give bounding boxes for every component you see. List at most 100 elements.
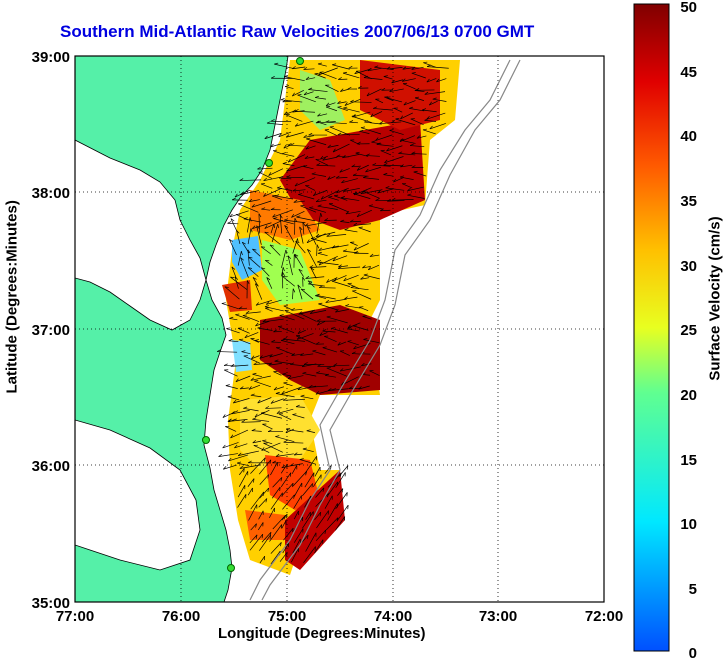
colorbar-tick-label: 10 — [680, 516, 697, 533]
vector-head — [283, 144, 287, 149]
velocity-vector — [279, 315, 295, 321]
vector-head — [423, 61, 428, 64]
vector-head — [252, 248, 257, 251]
vector-head — [284, 225, 289, 228]
velocity-vector — [416, 135, 427, 139]
colorbar-tick-label: 45 — [680, 64, 697, 81]
velocity-vector — [361, 374, 371, 376]
velocity-vector — [400, 112, 413, 120]
vector-head — [326, 233, 331, 237]
vector-head — [325, 102, 330, 107]
vector-head — [353, 246, 357, 251]
velocity-vector — [315, 493, 329, 507]
vector-head — [303, 67, 308, 70]
vector-head — [265, 259, 270, 262]
velocity-vector — [339, 350, 350, 356]
velocity-vector — [362, 190, 380, 199]
vector-head — [227, 418, 232, 422]
vector-head — [348, 386, 353, 389]
vector-head — [315, 341, 320, 345]
velocity-vector — [310, 310, 327, 314]
velocity-vector — [295, 241, 306, 254]
velocity-vector — [315, 487, 325, 498]
vector-head — [274, 359, 279, 362]
velocity-vector — [253, 362, 272, 365]
vector-head — [374, 65, 379, 68]
velocity-vector — [255, 299, 273, 306]
velocity-vector — [322, 347, 338, 353]
vector-head — [274, 62, 279, 65]
velocity-vector — [247, 487, 253, 496]
velocity-vector — [280, 463, 288, 474]
velocity-vector — [362, 316, 372, 320]
velocity-vector — [297, 94, 316, 103]
velocity-vector — [282, 494, 295, 510]
velocity-vector — [259, 555, 266, 564]
vector-head — [353, 222, 358, 226]
velocity-vector — [314, 539, 324, 554]
vector-head — [282, 275, 287, 278]
vector-head — [254, 413, 258, 418]
velocity-vector — [234, 276, 239, 289]
vector-head — [356, 167, 360, 171]
velocity-vector — [375, 98, 384, 104]
vector-head — [383, 172, 388, 175]
velocity-vector — [322, 156, 338, 161]
vector-head — [237, 452, 242, 456]
vector-head — [347, 340, 352, 342]
velocity-vector — [366, 88, 382, 97]
vector-head — [403, 101, 407, 106]
velocity-vector — [315, 97, 327, 100]
vector-head — [336, 517, 339, 522]
vector-head — [230, 276, 235, 278]
velocity-vector — [237, 251, 242, 266]
vector-head — [400, 115, 404, 120]
velocity-vector — [310, 267, 317, 279]
vector-head — [322, 487, 325, 492]
velocity-vector — [325, 375, 337, 378]
velocity-vector — [400, 164, 413, 168]
vector-head — [292, 188, 297, 192]
velocity-vector — [294, 253, 304, 269]
vector-head — [336, 154, 341, 157]
vector-head — [280, 97, 285, 101]
vector-head — [229, 239, 233, 242]
vector-head — [315, 233, 320, 237]
vector-head — [225, 384, 230, 386]
vector-head — [278, 325, 283, 327]
velocity-vector — [303, 91, 314, 96]
velocity-vector — [327, 503, 338, 521]
vector-head — [368, 204, 373, 207]
vector-head — [275, 391, 280, 394]
vector-head — [267, 429, 272, 433]
velocity-vector — [229, 239, 237, 256]
vector-head — [343, 106, 348, 109]
vector-head — [315, 120, 320, 124]
velocity-vector — [318, 67, 338, 76]
velocity-vector — [327, 388, 349, 391]
velocity-vector — [422, 129, 436, 135]
vector-head — [332, 63, 337, 66]
velocity-vector — [398, 153, 416, 156]
vector-head — [235, 378, 239, 382]
vector-head — [250, 377, 255, 381]
velocity-vector — [224, 286, 240, 300]
colorbar-tick-label: 40 — [680, 128, 697, 145]
vector-head — [306, 239, 310, 244]
velocity-vector — [239, 339, 251, 345]
vector-head — [349, 120, 354, 123]
vector-head — [221, 302, 226, 304]
velocity-vector — [295, 335, 316, 345]
vector-head — [363, 75, 368, 78]
vector-head — [297, 238, 299, 243]
vector-head — [317, 321, 320, 326]
plot-frame — [74, 55, 605, 603]
velocity-vector — [338, 465, 349, 477]
velocity-vector — [247, 228, 252, 245]
velocity-vector — [274, 360, 292, 365]
velocity-vector — [292, 189, 306, 192]
vector-head — [251, 428, 256, 431]
vector-head — [253, 478, 255, 483]
vector-head — [275, 435, 280, 437]
velocity-vector — [236, 230, 241, 244]
